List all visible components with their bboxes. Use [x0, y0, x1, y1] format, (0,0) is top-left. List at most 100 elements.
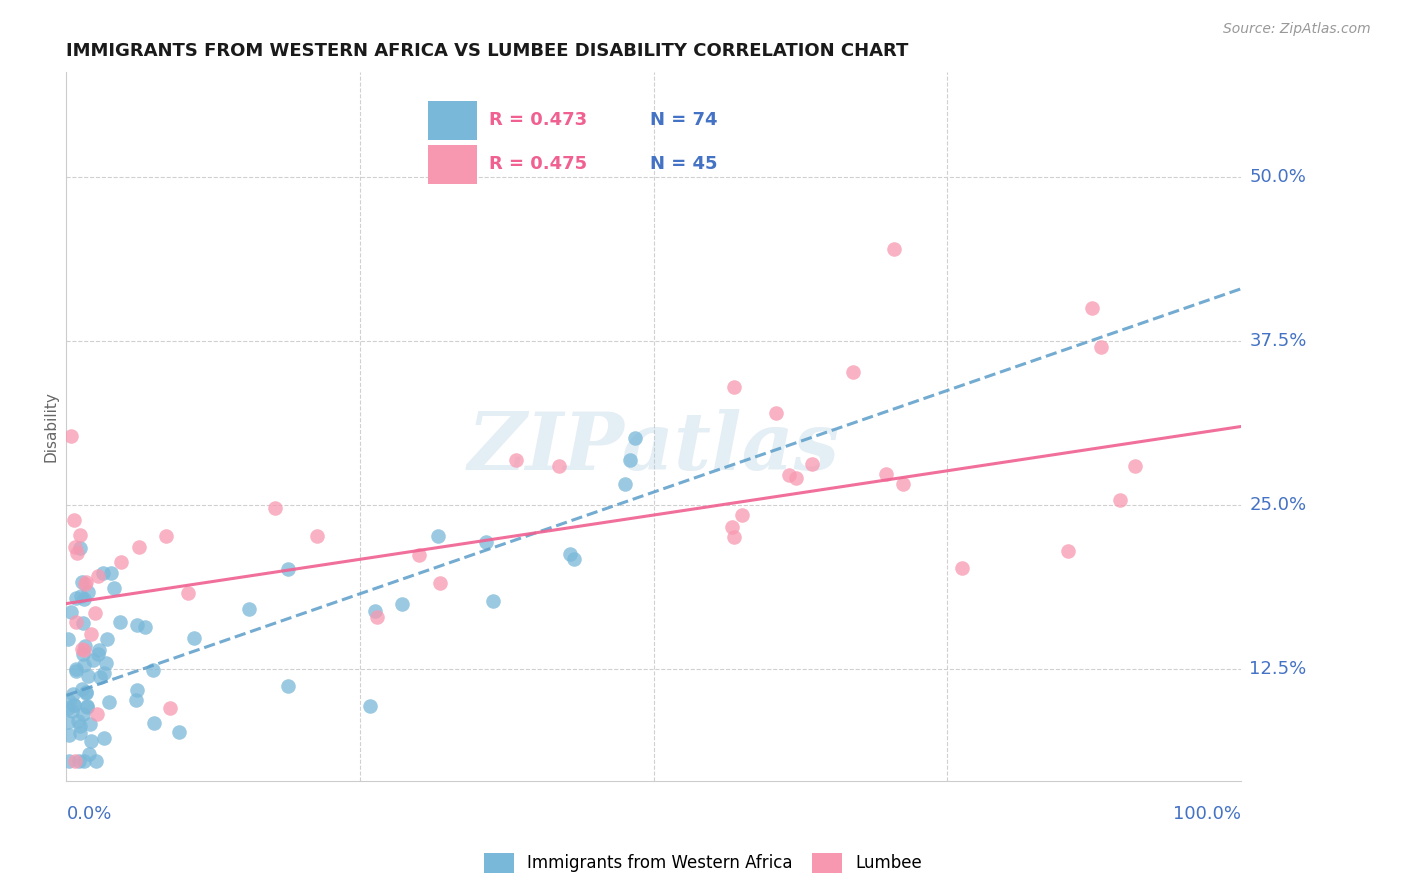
Point	[429, 576, 451, 591]
Point	[59, 605, 82, 619]
Point	[62, 698, 84, 712]
Point	[89, 670, 111, 684]
Point	[80, 626, 103, 640]
Point	[75, 686, 97, 700]
Point	[84, 754, 107, 768]
Point	[619, 453, 641, 467]
Point	[505, 453, 527, 467]
Point	[58, 694, 80, 708]
Point	[1108, 493, 1130, 508]
Point	[183, 631, 205, 645]
Point	[1081, 301, 1104, 316]
Point	[720, 519, 742, 533]
Point	[103, 581, 125, 595]
Legend: Immigrants from Western Africa, Lumbee: Immigrants from Western Africa, Lumbee	[477, 847, 929, 880]
Point	[67, 754, 90, 768]
Point	[72, 616, 94, 631]
Point	[76, 700, 98, 714]
Point	[883, 243, 905, 257]
Point	[79, 717, 101, 731]
Point	[159, 701, 181, 715]
Point	[65, 591, 87, 605]
Point	[475, 534, 498, 549]
Point	[125, 617, 148, 632]
Point	[70, 681, 93, 696]
Point	[167, 724, 190, 739]
Point	[58, 728, 80, 742]
Text: ZIPatlas: ZIPatlas	[468, 409, 839, 486]
Point	[891, 476, 914, 491]
Point	[143, 716, 166, 731]
Point	[77, 747, 100, 761]
Point	[66, 546, 89, 560]
Text: IMMIGRANTS FROM WESTERN AFRICA VS LUMBEE DISABILITY CORRELATION CHART: IMMIGRANTS FROM WESTERN AFRICA VS LUMBEE…	[66, 42, 908, 60]
Point	[134, 620, 156, 634]
Point	[56, 632, 79, 646]
Point	[69, 541, 91, 556]
Point	[93, 665, 115, 680]
Point	[56, 714, 79, 729]
Point	[155, 529, 177, 543]
Text: 50.0%: 50.0%	[1250, 169, 1306, 186]
Point	[77, 669, 100, 683]
Text: Source: ZipAtlas.com: Source: ZipAtlas.com	[1223, 22, 1371, 37]
Point	[86, 707, 108, 722]
Point	[65, 661, 87, 675]
Point	[391, 597, 413, 611]
Point	[84, 606, 107, 620]
Point	[69, 528, 91, 542]
Point	[100, 566, 122, 580]
Point	[65, 664, 87, 678]
Text: 12.5%: 12.5%	[1250, 660, 1306, 678]
Point	[408, 548, 430, 562]
Point	[58, 701, 80, 715]
Point	[94, 656, 117, 670]
Point	[779, 468, 801, 483]
Point	[63, 698, 86, 712]
Point	[427, 529, 450, 543]
Point	[142, 663, 165, 677]
Point	[65, 541, 87, 555]
Point	[364, 604, 387, 618]
Text: 37.5%: 37.5%	[1250, 332, 1306, 351]
Point	[93, 731, 115, 746]
Point	[264, 501, 287, 516]
Point	[177, 585, 200, 599]
Point	[58, 754, 80, 768]
Point	[82, 653, 104, 667]
Point	[125, 693, 148, 707]
Point	[70, 574, 93, 589]
Point	[731, 508, 754, 522]
Point	[70, 642, 93, 657]
Point	[277, 562, 299, 576]
Point	[66, 714, 89, 729]
Point	[482, 594, 505, 608]
Point	[96, 632, 118, 646]
Point	[60, 705, 83, 719]
Point	[801, 457, 824, 471]
Point	[366, 609, 388, 624]
Text: 25.0%: 25.0%	[1250, 496, 1306, 514]
Y-axis label: Disability: Disability	[44, 391, 58, 462]
Point	[65, 615, 87, 630]
Point	[75, 576, 97, 591]
Point	[359, 698, 381, 713]
Point	[72, 647, 94, 661]
Point	[98, 695, 121, 709]
Point	[558, 547, 581, 561]
Point	[62, 687, 84, 701]
Point	[63, 754, 86, 768]
Point	[613, 477, 636, 491]
Point	[87, 569, 110, 583]
Point	[87, 647, 110, 661]
Point	[1125, 458, 1147, 473]
Point	[72, 706, 94, 721]
Point	[842, 365, 865, 379]
Point	[277, 680, 299, 694]
Point	[73, 754, 96, 768]
Point	[69, 719, 91, 733]
Point	[62, 513, 84, 527]
Point	[238, 602, 260, 616]
Point	[77, 584, 100, 599]
Text: 0.0%: 0.0%	[66, 805, 112, 823]
